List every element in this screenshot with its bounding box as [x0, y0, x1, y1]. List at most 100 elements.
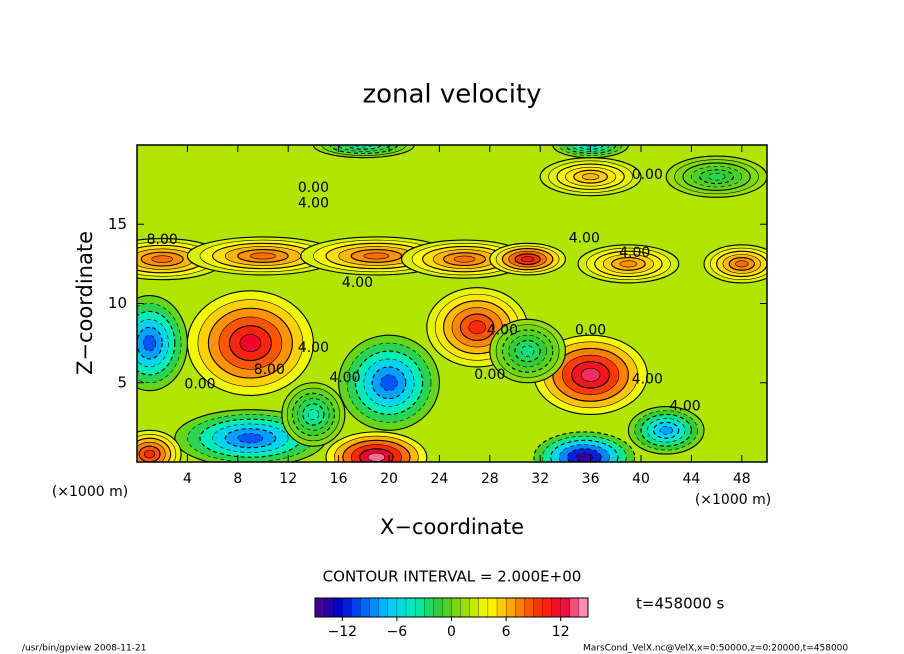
x-tick-label: 36 — [582, 471, 600, 487]
colorbar-bin — [369, 597, 380, 618]
contour-ring — [707, 172, 726, 181]
extremum — [137, 237, 226, 281]
contour-ring — [453, 255, 476, 263]
contour-label: 0.00 — [184, 376, 215, 392]
contour-label: 4.00 — [329, 370, 360, 386]
time-label: t=458000 s — [636, 595, 724, 613]
colorbar-bin — [542, 597, 553, 618]
contour-interval: CONTOUR INTERVAL = 2.000E+00 — [323, 568, 582, 586]
contour-ring — [380, 374, 398, 391]
chart-title: zonal velocity — [362, 80, 541, 110]
extremum — [489, 318, 566, 384]
contour-ring — [367, 452, 386, 462]
colorbar-bin — [405, 597, 416, 618]
contour-label: 8.00 — [254, 362, 285, 378]
colorbar-bin — [460, 597, 471, 618]
x-tick-label: 44 — [682, 471, 700, 487]
colorbar-bin — [451, 597, 462, 618]
colorbar-bin — [578, 597, 589, 618]
contour-label: 0.00 — [298, 180, 329, 196]
contour-label: 4.00 — [298, 340, 329, 356]
footer-left: /usr/bin/gpview 2008-11-21 — [22, 644, 146, 654]
colorbar-bin — [551, 597, 562, 618]
contour-ring — [363, 252, 390, 260]
colorbar-bin — [524, 597, 534, 618]
colorbar-bin — [505, 597, 516, 618]
x-axis-label: X−coordinate — [380, 515, 524, 539]
x-tick-label: 4 — [183, 471, 192, 487]
contour-label: 0.00 — [632, 167, 663, 183]
x-tick-label: 20 — [380, 471, 398, 487]
x-tick-label: 12 — [279, 471, 297, 487]
contour-ring — [237, 433, 264, 444]
contour-label: 0.00 — [474, 367, 505, 383]
colorbar-bin — [496, 597, 507, 618]
contour-ring — [520, 345, 535, 357]
x-tick-label: 16 — [330, 471, 348, 487]
extremum — [539, 157, 642, 197]
contour-label: 0.00 — [575, 322, 606, 338]
colorbar-bin — [378, 597, 389, 618]
extremum — [627, 405, 705, 455]
footer-right: MarsCond_VelX.nc@VelX,x=0:50000,z=0:2000… — [583, 644, 848, 654]
colorbar-bin — [560, 597, 571, 618]
colorbar-bin — [515, 597, 525, 618]
y-axis-label: Z−coordinate — [73, 231, 97, 375]
extremum — [137, 429, 182, 462]
colorbar-bin — [314, 597, 325, 618]
contour-label: 4.00 — [298, 196, 329, 212]
contour-ring — [735, 260, 749, 268]
extremum — [281, 382, 346, 447]
extremum — [533, 431, 636, 462]
contour-ring — [143, 334, 157, 352]
colorbar-bin — [469, 597, 480, 618]
extremum — [186, 290, 314, 396]
colorbar-bin — [387, 597, 398, 618]
contour-ring — [468, 320, 486, 335]
y-tick-label: 10 — [108, 294, 127, 312]
extremum — [489, 242, 566, 276]
y-tick-label: 15 — [108, 215, 127, 233]
contour-label: 4.00 — [619, 245, 650, 261]
contour-ring — [151, 255, 173, 263]
contour-ring — [250, 252, 276, 260]
contour-label: 4.00 — [342, 275, 373, 291]
extremum — [186, 236, 340, 276]
contour-label: 4.00 — [569, 231, 600, 247]
extremum — [665, 155, 767, 198]
extremum — [401, 239, 529, 279]
contour-ring — [239, 334, 262, 353]
colorbar-tick-label: 0 — [447, 624, 456, 640]
colorbar-bin — [342, 597, 352, 618]
colorbar-bin — [351, 597, 361, 618]
colorbar-bin — [396, 597, 407, 618]
colorbar-bin — [414, 597, 425, 618]
contour-label: 4.00 — [632, 372, 663, 388]
extremum — [338, 334, 440, 431]
contour-ring — [580, 367, 601, 382]
extremum — [577, 244, 680, 284]
x-tick-label: 48 — [733, 471, 751, 487]
contour-label: 8.00 — [147, 232, 178, 248]
y-tick-label: 5 — [117, 373, 127, 391]
colorbar-tick-label: −6 — [387, 624, 408, 640]
contour-label: 4.00 — [487, 322, 518, 338]
colorbar-bin — [487, 597, 498, 618]
colorbar-bin — [433, 597, 443, 618]
x-unit: (×1000 m) — [695, 492, 771, 508]
contour-label: 4.00 — [670, 399, 701, 415]
x-tick-label: 32 — [531, 471, 549, 487]
x-tick-label: 24 — [430, 471, 448, 487]
x-tick-label: 40 — [632, 471, 650, 487]
contour-ring — [659, 426, 673, 435]
x-tick-label: 28 — [481, 471, 499, 487]
contour-ring — [581, 173, 600, 181]
contour-ring — [307, 408, 319, 421]
colorbar-tick-label: 12 — [552, 624, 570, 640]
colorbar-bin — [533, 597, 543, 618]
extremum — [137, 295, 188, 392]
contour-ring — [144, 449, 156, 459]
contour-ring — [520, 256, 535, 263]
colorbar-bin — [569, 597, 580, 618]
